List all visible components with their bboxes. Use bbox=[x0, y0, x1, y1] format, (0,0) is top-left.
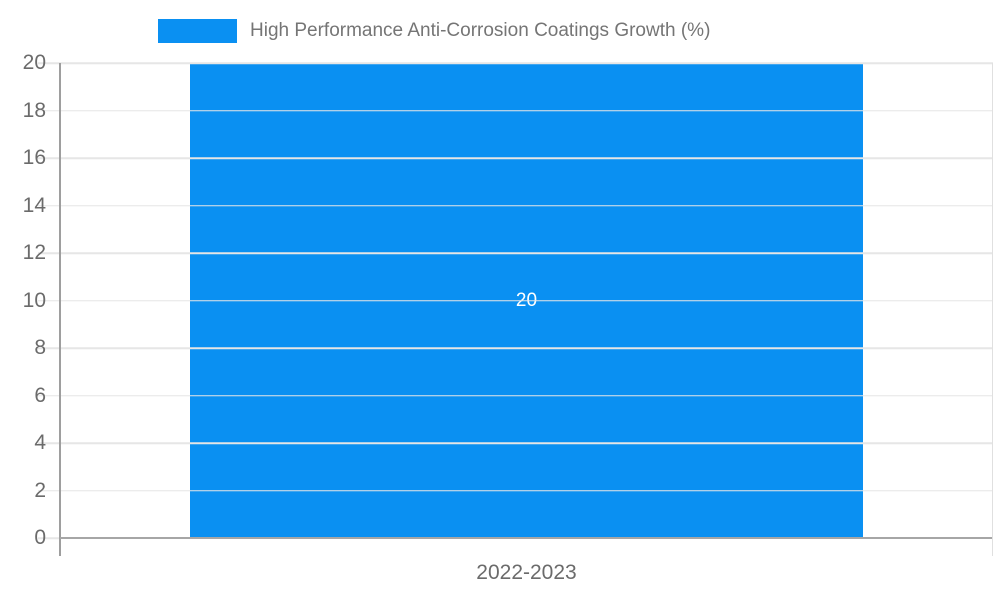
y-tick-label: 4 bbox=[34, 431, 46, 454]
y-tick-mark bbox=[38, 157, 60, 159]
plot-area: 20 bbox=[60, 62, 993, 538]
y-gridline bbox=[60, 299, 993, 302]
y-gridline bbox=[60, 442, 993, 444]
y-tick-label: 6 bbox=[34, 383, 46, 407]
y-tick-label: 12 bbox=[22, 241, 46, 264]
y-tick-label: 8 bbox=[34, 336, 46, 359]
y-tick-mark bbox=[38, 299, 60, 302]
y-tick-label: 20 bbox=[22, 51, 46, 74]
legend-label: High Performance Anti-Corrosion Coatings… bbox=[250, 20, 711, 41]
y-axis-line bbox=[59, 63, 61, 556]
y-tick-mark bbox=[38, 204, 60, 207]
y-tick-label: 18 bbox=[22, 98, 46, 122]
y-tick-label: 0 bbox=[34, 526, 46, 549]
y-tick-label: 2 bbox=[34, 478, 46, 502]
y-tick-mark bbox=[38, 347, 60, 349]
y-tick-label: 16 bbox=[22, 146, 46, 169]
y-gridline bbox=[60, 489, 993, 492]
y-gridline bbox=[60, 109, 993, 112]
x-axis-category-label: 2022-2023 bbox=[476, 561, 577, 584]
y-gridline bbox=[60, 347, 993, 349]
y-gridline bbox=[60, 394, 993, 397]
y-tick-label: 14 bbox=[22, 193, 46, 217]
legend-swatch bbox=[158, 19, 237, 43]
y-gridline bbox=[60, 252, 993, 254]
x-axis-line bbox=[60, 537, 993, 539]
y-tick-mark bbox=[38, 109, 60, 112]
plot-right-border bbox=[991, 63, 993, 556]
y-tick-mark bbox=[38, 489, 60, 492]
y-tick-mark bbox=[38, 252, 60, 254]
y-gridline bbox=[60, 62, 993, 64]
y-tick-mark bbox=[38, 394, 60, 397]
y-axis-labels: 0 2 4 6 8 10 12 14 16 18 20 bbox=[0, 51, 46, 549]
y-gridline bbox=[60, 204, 993, 207]
y-tick-mark bbox=[38, 442, 60, 444]
y-gridline bbox=[60, 157, 993, 159]
y-tick-label: 10 bbox=[22, 288, 46, 312]
y-tick-mark bbox=[38, 62, 60, 64]
y-axis-ticks bbox=[38, 62, 60, 539]
y-tick-mark bbox=[38, 537, 60, 539]
